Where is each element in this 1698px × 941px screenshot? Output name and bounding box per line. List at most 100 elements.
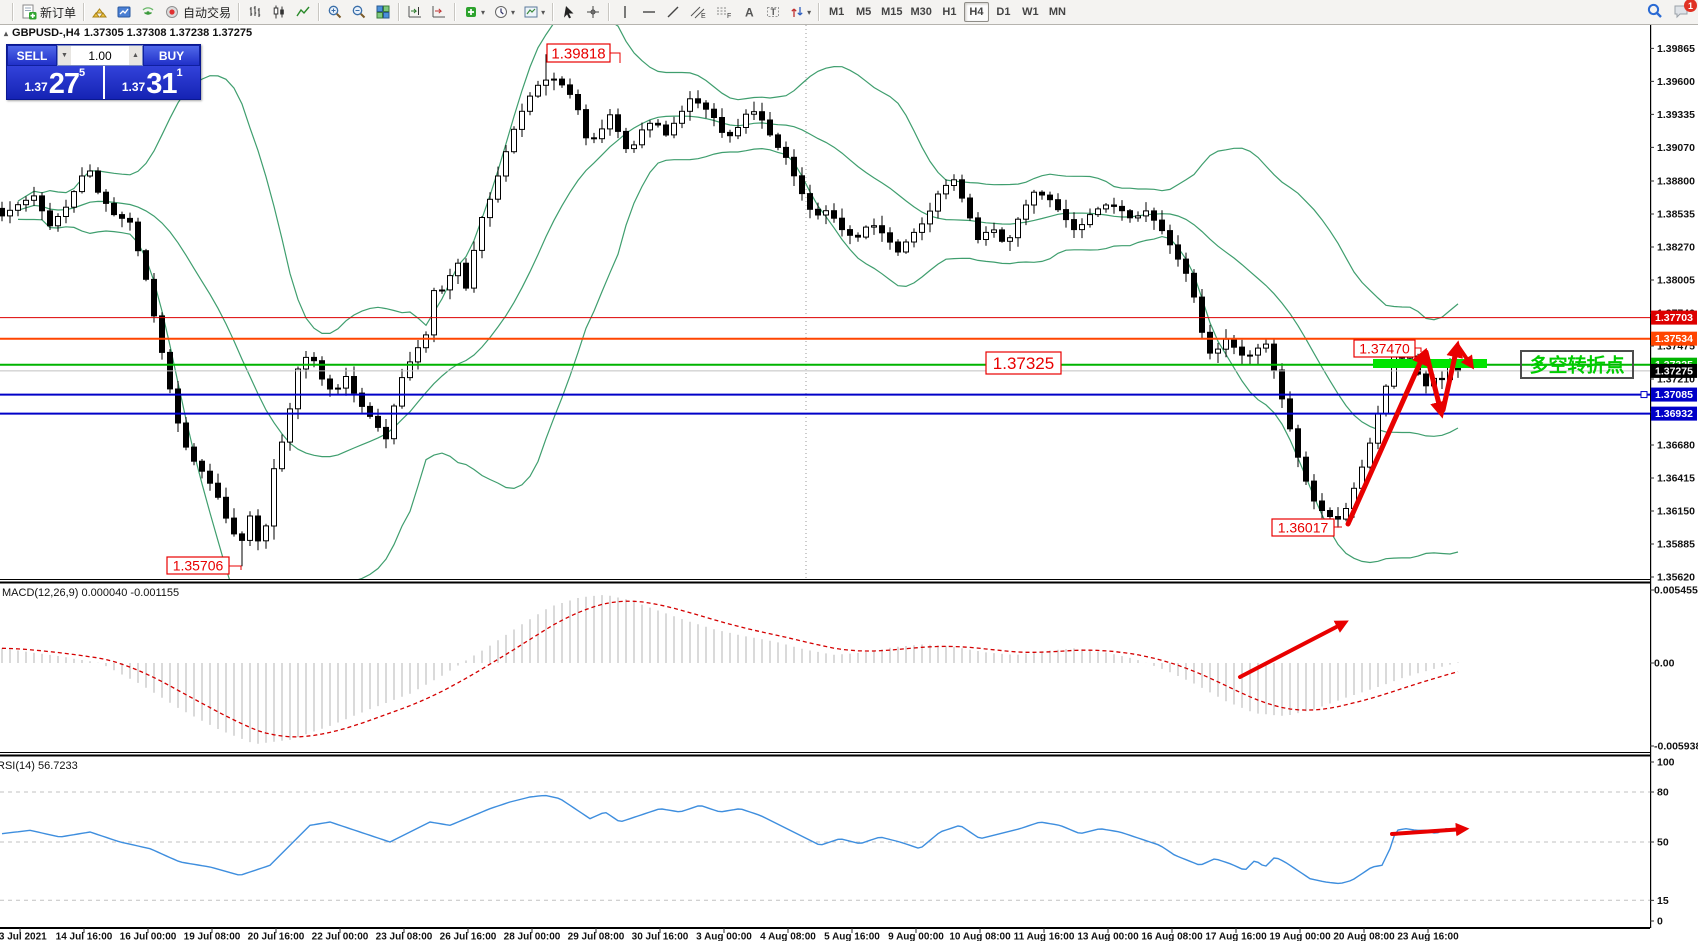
buy-price[interactable]: 1.37 31 1 (104, 66, 200, 99)
tf-m30-button[interactable]: M30 (910, 6, 932, 18)
trend-arrow[interactable] (1423, 349, 1447, 419)
auto-scroll-icon (432, 6, 446, 18)
new-order-button[interactable]: 新订单 (18, 2, 79, 22)
trendline-button[interactable] (662, 2, 684, 22)
toolbar-separator (398, 3, 401, 21)
bar-chart-button[interactable] (244, 2, 266, 22)
pane-divider[interactable] (0, 752, 1650, 753)
svg-text:1.35620: 1.35620 (1657, 572, 1695, 584)
autotrade-button[interactable]: 自动交易 (161, 2, 234, 22)
tf-d1-button[interactable]: D1 (996, 6, 1011, 18)
trend-arrow[interactable] (1440, 340, 1464, 413)
tf-mn-button[interactable]: MN (1048, 6, 1066, 18)
sell-button[interactable]: SELL (7, 45, 57, 66)
gold-icon (92, 8, 108, 18)
time-axis-line (0, 927, 1650, 929)
market-icon (117, 6, 131, 18)
svg-text:1.36415: 1.36415 (1657, 473, 1695, 485)
new-order-icon (22, 4, 37, 20)
note-box[interactable]: 多空转折点 (1520, 350, 1634, 379)
price-tag-1.37470[interactable]: 1.37470 (1353, 339, 1422, 358)
pane-divider[interactable] (0, 581, 1650, 584)
svg-text:1.39070: 1.39070 (1657, 142, 1695, 154)
tf-m5-button[interactable]: M5 (855, 6, 872, 18)
svg-text:5 Aug 16:00: 5 Aug 16:00 (824, 932, 880, 941)
symbol-title: GBPUSD-,H4 (12, 27, 80, 39)
toolbar-separator (608, 3, 611, 21)
text-label-button[interactable]: T (762, 2, 784, 22)
price-label-1.37085 (1651, 387, 1697, 402)
tf-h4-button[interactable]: H4 (963, 2, 989, 22)
shapes-button[interactable] (786, 2, 814, 22)
zoom-out-button[interactable] (348, 2, 370, 22)
time-axis: 13 Jul 2021 14 Jul 16:00 16 Jul 00:00 19 Ju… (0, 928, 1459, 941)
pane-divider[interactable] (0, 579, 1650, 580)
rsi-label: RSI(14) 56.7233 (0, 760, 78, 772)
periods-button[interactable] (490, 2, 518, 22)
candlestick-button[interactable] (268, 2, 290, 22)
zoom-out-icon (352, 5, 366, 19)
horizontal-line-button[interactable] (638, 2, 660, 22)
svg-text:E: E (701, 13, 706, 20)
hline-handle[interactable] (1640, 391, 1648, 399)
macd-label: MACD(12,26,9) 0.000040 -0.001155 (2, 587, 179, 599)
price-label-1.37275 (1651, 363, 1697, 378)
zoom-in-button[interactable] (324, 2, 346, 22)
svg-text:29 Jul 08:00: 29 Jul 08:00 (568, 932, 625, 941)
svg-text:1.38005: 1.38005 (1657, 275, 1695, 287)
gold-button[interactable] (89, 2, 111, 22)
sell-price[interactable]: 1.37 27 5 (7, 66, 103, 99)
volume-input[interactable] (71, 46, 129, 65)
tile-windows-button[interactable] (372, 2, 394, 22)
price-tag-1.37325[interactable]: 1.37325 (985, 351, 1062, 375)
cursor-button[interactable] (558, 2, 580, 22)
price-tag-1.35706[interactable]: 1.35706 (166, 556, 242, 575)
auto-scroll-button[interactable] (428, 2, 450, 22)
trendline-icon (667, 6, 679, 18)
svg-text:20 Jul 16:00: 20 Jul 16:00 (248, 932, 305, 941)
market-watch-button[interactable] (113, 2, 135, 22)
trend-arrow[interactable] (1345, 347, 1428, 527)
signals-button[interactable] (137, 2, 159, 22)
chart-shift-button[interactable] (404, 2, 426, 22)
channel-button[interactable]: E (686, 2, 710, 22)
tf-m1-button[interactable]: M1 (828, 6, 845, 18)
svg-text:1.35706: 1.35706 (173, 558, 224, 574)
price-tag-1.36017[interactable]: 1.36017 (1271, 518, 1342, 537)
rsi-arrow[interactable] (1390, 822, 1470, 837)
buy-button[interactable]: BUY (143, 45, 200, 66)
volume-up-button[interactable]: ▲ (129, 46, 142, 65)
notification-badge: 1 (1684, 0, 1697, 12)
chart-shift-icon (408, 6, 422, 18)
price-tag-1.39818[interactable]: 1.39818 (546, 43, 621, 63)
line-chart-button[interactable] (292, 2, 314, 22)
search-button[interactable] (1643, 1, 1667, 21)
trend-arrow[interactable] (1456, 344, 1475, 370)
tf-m15-button[interactable]: M15 (881, 6, 903, 18)
pane-divider[interactable] (0, 754, 1650, 757)
svg-text:-0.005938: -0.005938 (1654, 741, 1698, 753)
price-label-1.37703 (1651, 310, 1697, 325)
volume-down-button[interactable]: ▼ (58, 46, 71, 65)
tf-h1-button[interactable]: H1 (942, 6, 957, 18)
fibonacci-button[interactable]: F (712, 2, 736, 22)
tf-w1-button[interactable]: W1 (1022, 6, 1039, 18)
add-indicator-button[interactable] (460, 2, 488, 22)
crosshair-icon (587, 6, 600, 18)
chat-button[interactable]: 1 (1669, 0, 1697, 21)
template-button[interactable] (520, 2, 548, 22)
shapes-icon (791, 7, 803, 17)
chart-background[interactable] (0, 24, 1698, 941)
crosshair-button[interactable] (582, 2, 604, 22)
hline-icon (643, 11, 656, 13)
chart-header: ▴ GBPUSD-,H4 1.37305 1.37308 1.37238 1.3… (4, 27, 252, 39)
text-button[interactable]: A (738, 2, 760, 22)
macd-arrow[interactable] (1238, 620, 1349, 679)
toolbar-separator (454, 3, 457, 21)
rsi-indicator (1, 794, 1459, 885)
svg-text:26 Jul 16:00: 26 Jul 16:00 (440, 932, 497, 941)
vertical-line-button[interactable] (614, 2, 636, 22)
svg-text:0.00: 0.00 (1654, 658, 1675, 670)
svg-text:0: 0 (1657, 916, 1663, 928)
